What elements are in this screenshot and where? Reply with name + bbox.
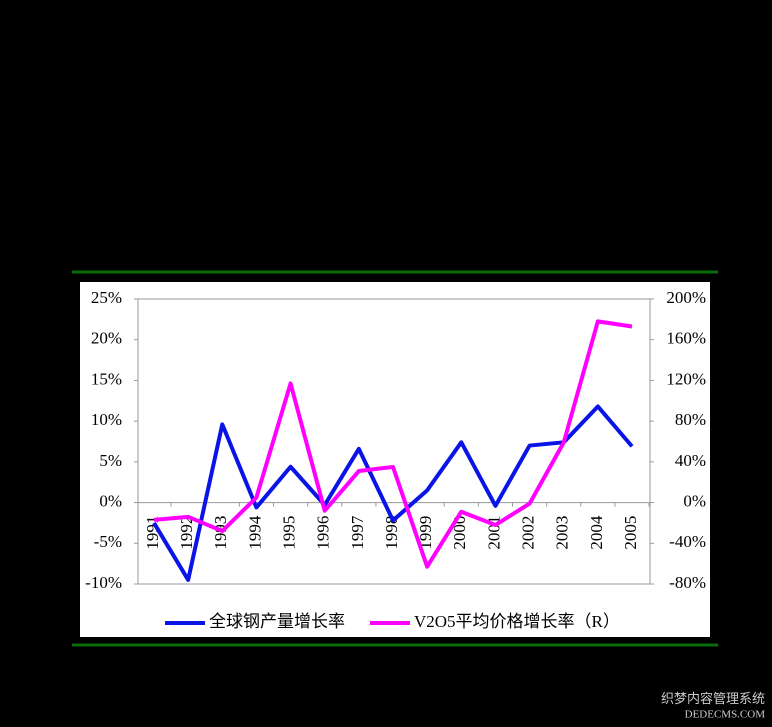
- y2-tick-label: 160%: [666, 329, 706, 348]
- x-tick-label: 1992: [177, 516, 196, 550]
- y2-tick-label: -80%: [669, 573, 706, 592]
- y-tick-label: -5%: [94, 532, 122, 551]
- x-tick-label: 2005: [621, 516, 640, 550]
- y-tick-label: -10%: [85, 573, 122, 592]
- y2-tick-label: 200%: [666, 288, 706, 307]
- series-line: [153, 319, 633, 569]
- watermark: 织梦内容管理系统: [661, 691, 765, 706]
- x-tick-label: 1998: [382, 516, 401, 550]
- y-tick-label: 5%: [99, 451, 122, 470]
- legend-label: 全球钢产量增长率: [209, 612, 345, 631]
- x-tick-label: 1994: [245, 515, 264, 550]
- y2-tick-label: 40%: [675, 451, 706, 470]
- watermark: DEDECMS.COM: [685, 709, 766, 721]
- y-tick-label: 0%: [99, 491, 122, 510]
- x-tick-label: 1991: [143, 516, 162, 550]
- x-tick-label: 1996: [314, 516, 333, 550]
- y2-tick-label: 80%: [675, 410, 706, 429]
- y2-tick-label: 120%: [666, 369, 706, 388]
- series-line: [152, 404, 634, 582]
- x-tick-label: 1995: [279, 516, 298, 550]
- x-tick-label: 1999: [416, 516, 435, 550]
- x-tick-label: 2003: [553, 516, 572, 550]
- y2-tick-label: -40%: [669, 532, 706, 551]
- x-tick-label: 2000: [450, 516, 469, 550]
- x-tick-label: 2004: [587, 515, 606, 550]
- legend-label: V2O5平均价格增长率（R）: [414, 612, 620, 631]
- y-tick-label: 25%: [91, 288, 122, 307]
- x-tick-label: 2002: [518, 516, 537, 550]
- x-tick-label: 1997: [348, 515, 367, 550]
- y-tick-label: 15%: [91, 369, 122, 388]
- y-tick-label: 10%: [91, 410, 122, 429]
- y-tick-label: 20%: [91, 329, 122, 348]
- y2-tick-label: 0%: [683, 491, 706, 510]
